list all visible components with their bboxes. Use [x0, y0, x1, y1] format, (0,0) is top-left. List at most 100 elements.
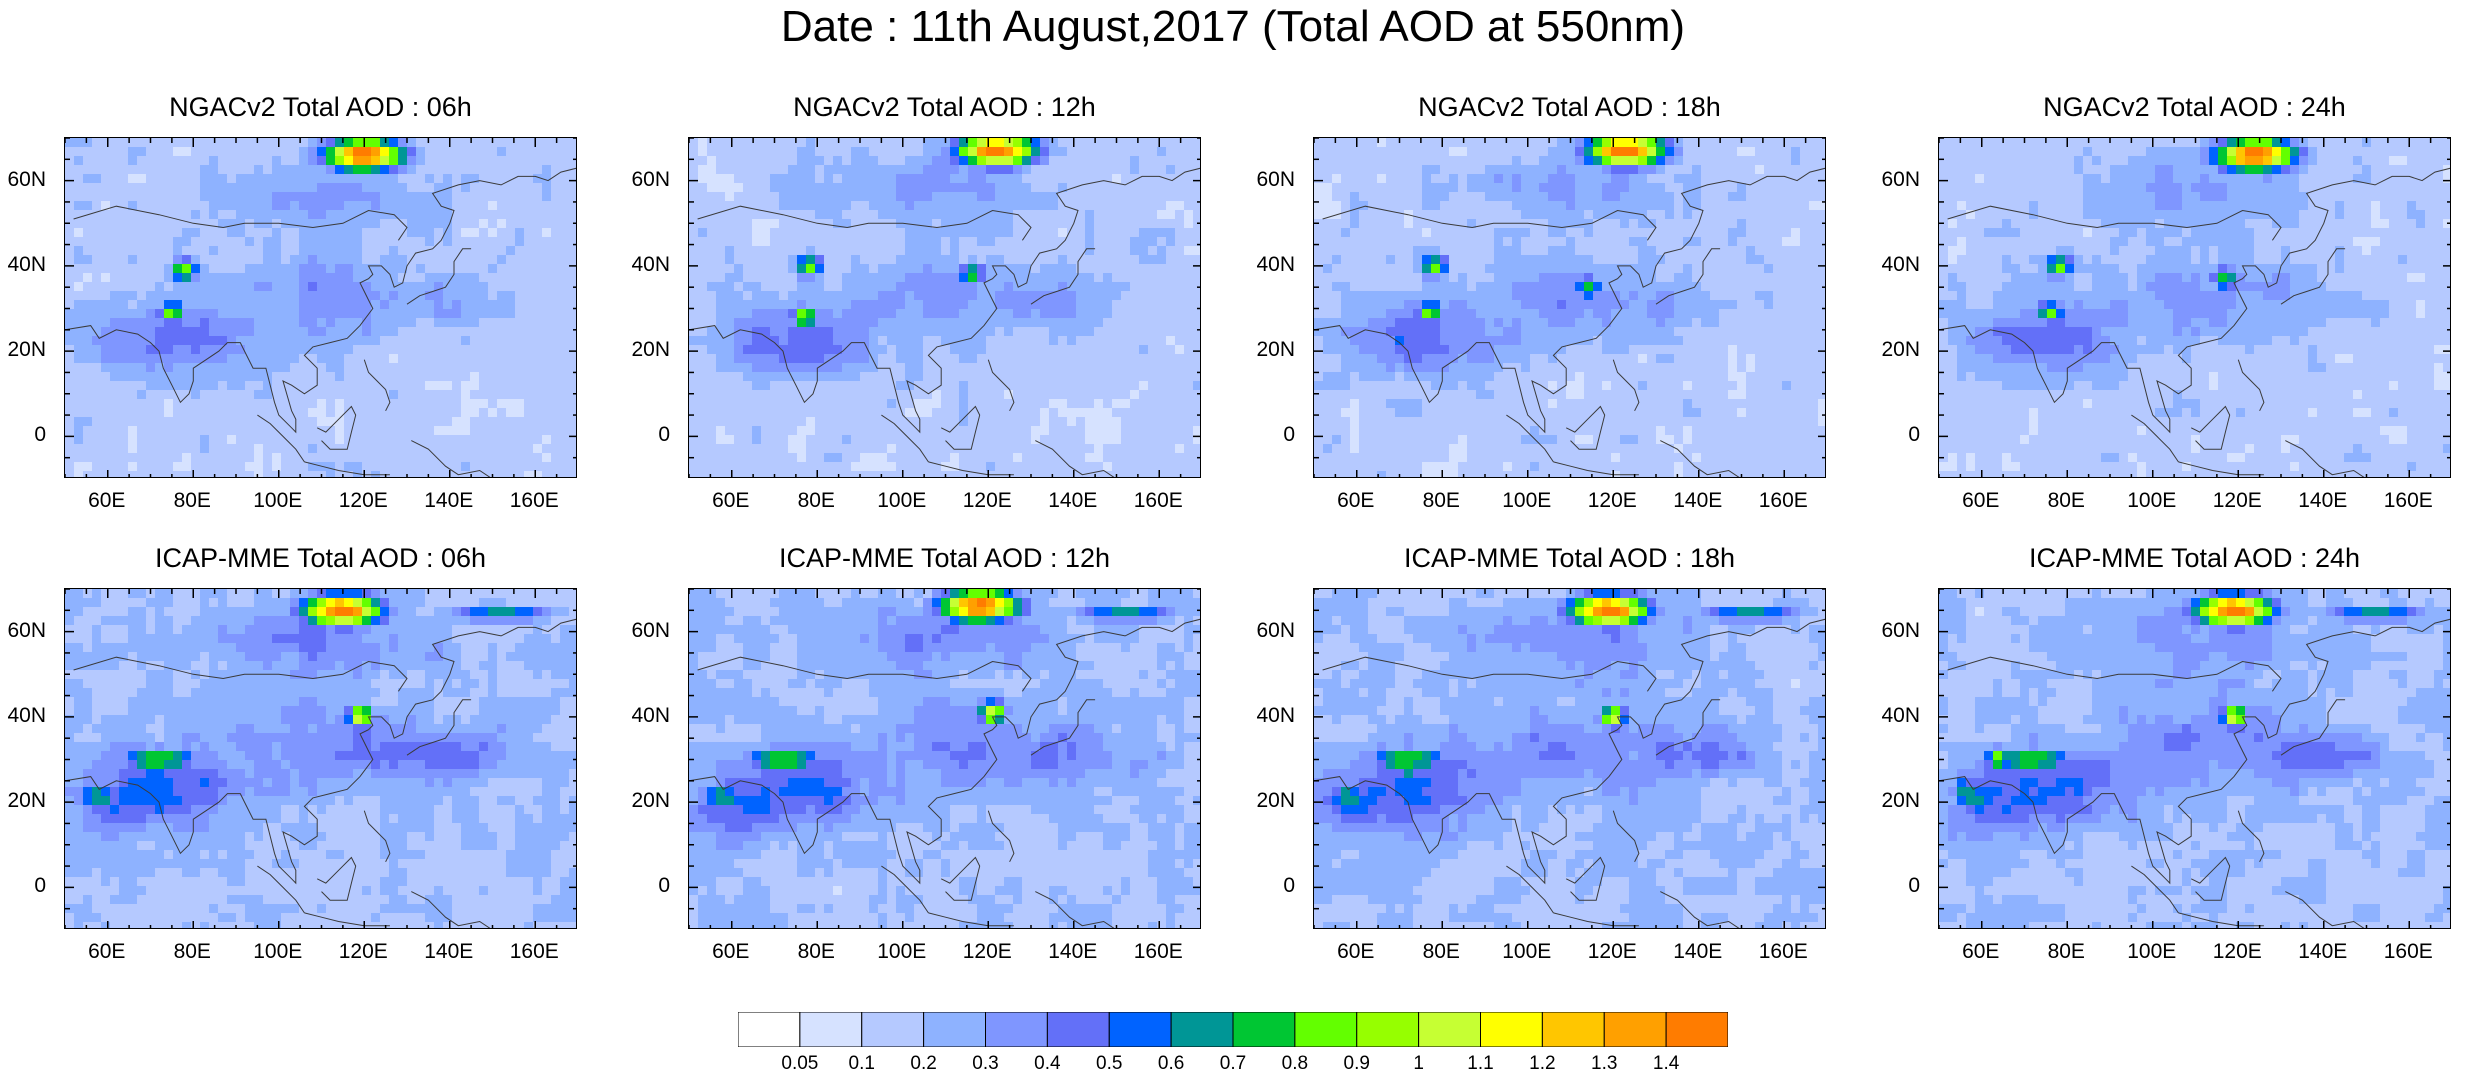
aod-heatmap — [1939, 138, 2451, 478]
y-tick-label: 0 — [0, 423, 46, 447]
x-tick-label: 80E — [786, 940, 846, 964]
x-tick-label: 160E — [1128, 489, 1188, 513]
aod-heatmap — [65, 589, 577, 929]
x-tick-label: 120E — [957, 489, 1017, 513]
x-tick-label: 100E — [2122, 940, 2182, 964]
aod-grid — [689, 589, 1201, 929]
x-tick-label: 140E — [419, 940, 479, 964]
aod-grid — [1314, 589, 1826, 929]
x-tick-label: 60E — [1951, 940, 2011, 964]
aod-grid — [1314, 138, 1826, 478]
y-tick-label: 40N — [618, 704, 670, 728]
y-tick-label: 40N — [1868, 704, 1920, 728]
y-tick-label: 0 — [1868, 423, 1920, 447]
y-tick-label: 40N — [618, 253, 670, 277]
x-tick-label: 80E — [162, 940, 222, 964]
y-tick-label: 40N — [0, 704, 46, 728]
y-tick-label: 60N — [1243, 168, 1295, 192]
x-tick-label: 140E — [1668, 489, 1728, 513]
colorbar-swatch — [1481, 1012, 1543, 1047]
y-tick-label: 0 — [0, 874, 46, 898]
x-tick-label: 160E — [504, 940, 564, 964]
y-tick-label: 40N — [1868, 253, 1920, 277]
y-tick-label: 20N — [618, 338, 670, 362]
colorbar-swatch — [924, 1012, 986, 1047]
x-tick-label: 100E — [1497, 940, 1557, 964]
x-tick-label: 80E — [2036, 940, 2096, 964]
x-tick-label: 100E — [248, 940, 308, 964]
x-tick-label: 120E — [2207, 940, 2267, 964]
colorbar-swatch — [1666, 1012, 1728, 1047]
colorbar-swatch — [800, 1012, 862, 1047]
y-tick-label: 0 — [618, 423, 670, 447]
colorbar-label: 0.5 — [1096, 1053, 1122, 1075]
colorbar-label: 0.7 — [1220, 1053, 1246, 1075]
y-tick-label: 20N — [0, 789, 46, 813]
x-tick-label: 160E — [504, 489, 564, 513]
colorbar-swatch — [986, 1012, 1048, 1047]
y-tick-label: 20N — [1243, 789, 1295, 813]
colorbar-swatch — [1109, 1012, 1171, 1047]
x-tick-label: 60E — [77, 489, 137, 513]
aod-heatmap — [1939, 589, 2451, 929]
colorbar-label: 0.6 — [1158, 1053, 1184, 1075]
y-tick-label: 0 — [618, 874, 670, 898]
x-tick-label: 80E — [786, 489, 846, 513]
x-tick-label: 120E — [2207, 489, 2267, 513]
aod-grid — [1939, 589, 2451, 929]
x-tick-label: 140E — [1668, 940, 1728, 964]
colorbar-swatch — [738, 1012, 800, 1047]
x-tick-label: 100E — [2122, 489, 2182, 513]
y-tick-label: 0 — [1868, 874, 1920, 898]
colorbar-swatch — [1357, 1012, 1419, 1047]
map-panel — [64, 137, 577, 478]
aod-grid — [1939, 138, 2451, 478]
colorbar-swatch — [1419, 1012, 1481, 1047]
panel-title: NGACv2 Total AOD : 18h — [1253, 92, 1886, 122]
colorbar-swatch — [1295, 1012, 1357, 1047]
colorbar-label: 1 — [1413, 1053, 1424, 1075]
x-tick-label: 160E — [1128, 940, 1188, 964]
y-tick-label: 0 — [1243, 874, 1295, 898]
map-panel — [1313, 588, 1826, 929]
x-tick-label: 120E — [1582, 489, 1642, 513]
colorbar-swatch — [862, 1012, 924, 1047]
panel-title: ICAP-MME Total AOD : 24h — [1878, 543, 2466, 573]
colorbar-label: 0.3 — [972, 1053, 998, 1075]
aod-heatmap — [65, 138, 577, 478]
map-panel — [1938, 588, 2451, 929]
panel-title: ICAP-MME Total AOD : 12h — [628, 543, 1261, 573]
x-tick-label: 120E — [1582, 940, 1642, 964]
x-tick-label: 140E — [2293, 489, 2353, 513]
map-panel — [64, 588, 577, 929]
y-tick-label: 60N — [618, 619, 670, 643]
colorbar-swatch — [1233, 1012, 1295, 1047]
colorbar-label: 1.3 — [1591, 1053, 1617, 1075]
panel-title: NGACv2 Total AOD : 24h — [1878, 92, 2466, 122]
aod-grid — [689, 138, 1201, 478]
x-tick-label: 100E — [1497, 489, 1557, 513]
y-tick-label: 40N — [0, 253, 46, 277]
x-tick-label: 120E — [333, 489, 393, 513]
figure-title: Date : 11th August,2017 (Total AOD at 55… — [0, 2, 2466, 52]
colorbar-swatch — [1171, 1012, 1233, 1047]
x-tick-label: 140E — [419, 489, 479, 513]
map-panel — [688, 137, 1201, 478]
map-panel — [1313, 137, 1826, 478]
map-panel — [688, 588, 1201, 929]
aod-heatmap — [1314, 138, 1826, 478]
y-tick-label: 40N — [1243, 704, 1295, 728]
y-tick-label: 20N — [1868, 338, 1920, 362]
colorbar-label: 0.9 — [1344, 1053, 1370, 1075]
panel-title: NGACv2 Total AOD : 12h — [628, 92, 1261, 122]
x-tick-label: 60E — [701, 940, 761, 964]
y-tick-label: 60N — [618, 168, 670, 192]
x-tick-label: 60E — [701, 489, 761, 513]
y-tick-label: 20N — [1868, 789, 1920, 813]
y-tick-label: 40N — [1243, 253, 1295, 277]
x-tick-label: 60E — [1951, 489, 2011, 513]
x-tick-label: 140E — [1043, 489, 1103, 513]
x-tick-label: 80E — [1411, 940, 1471, 964]
map-panel — [1938, 137, 2451, 478]
panel-title: NGACv2 Total AOD : 06h — [4, 92, 637, 122]
